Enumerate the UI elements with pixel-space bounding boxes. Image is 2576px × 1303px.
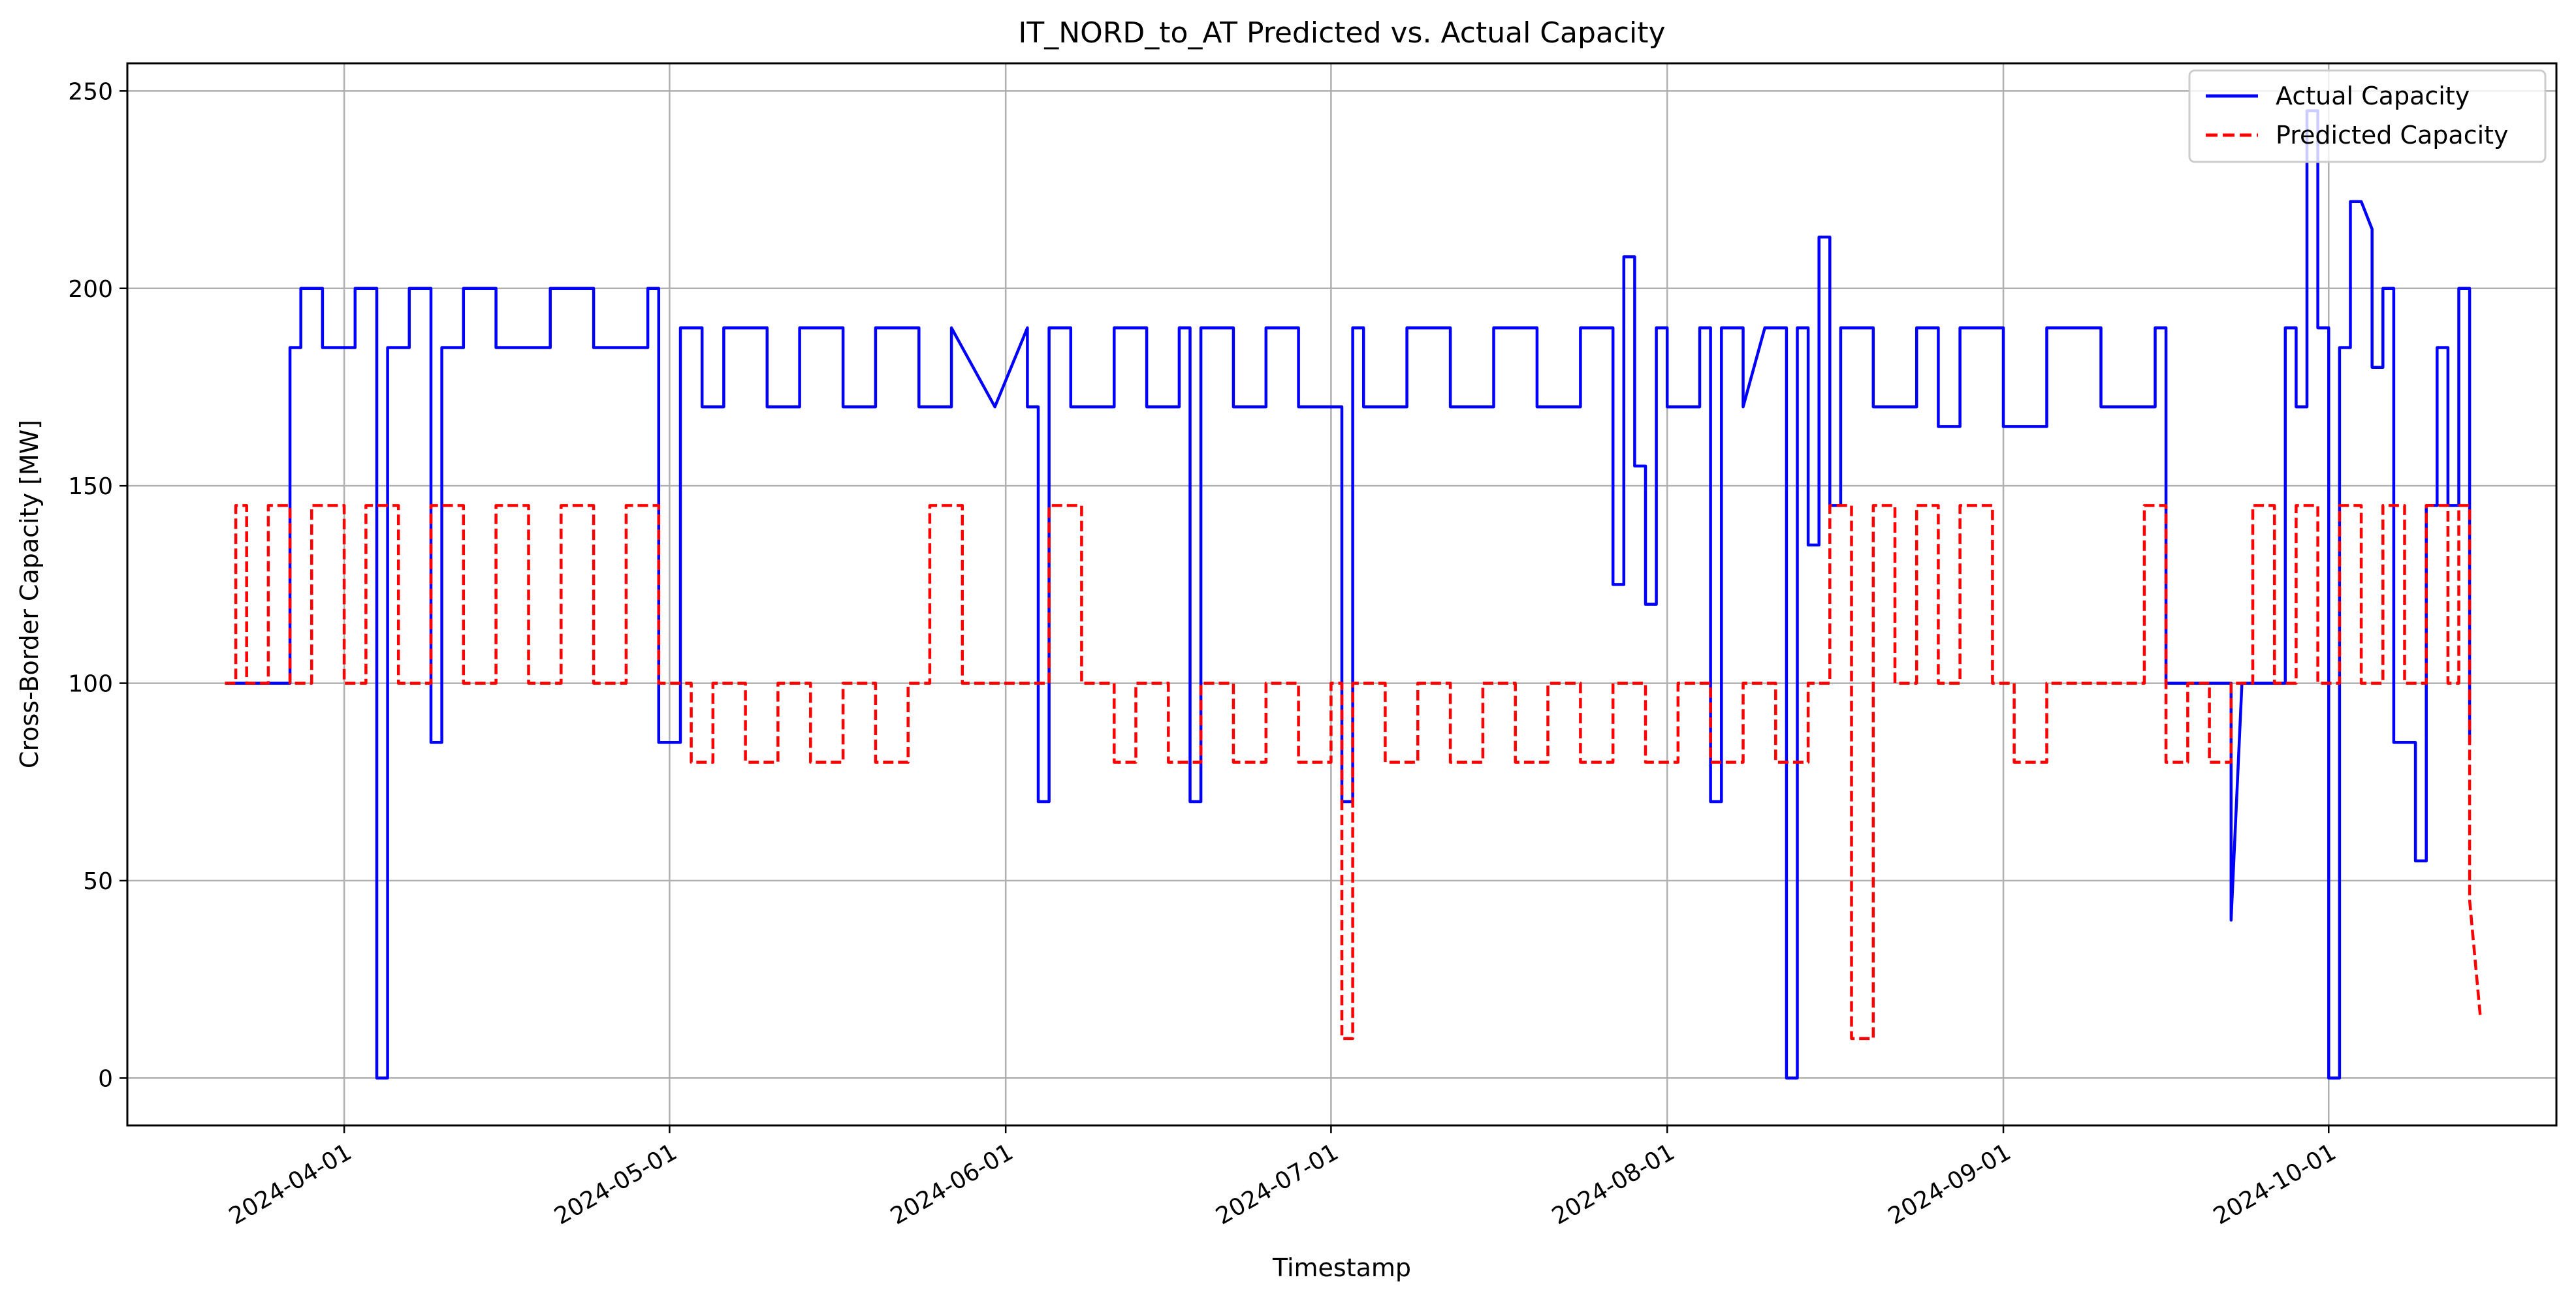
legend-label-predicted: Predicted Capacity	[2276, 121, 2509, 149]
legend-box	[2188, 69, 2547, 163]
series-line-actual-capacity	[225, 109, 2472, 1080]
y-tick-label: 0	[98, 1065, 113, 1092]
series-line-predicted-capacity	[225, 504, 2483, 1041]
legend-label-actual: Actual Capacity	[2276, 82, 2470, 110]
y-axis-label: Cross-Border Capacity [MW]	[15, 420, 44, 768]
y-tick-label: 100	[68, 671, 113, 698]
plot-frame	[126, 62, 2558, 1127]
y-axis-ticks: 0 50 100 150 200 250	[68, 78, 127, 1092]
series-layer	[225, 109, 2483, 1080]
legend: Actual Capacity Predicted Capacity	[2188, 69, 2547, 163]
y-tick-label: 200	[68, 276, 113, 303]
chart-title: IT_NORD_to_AT Predicted vs. Actual Capac…	[1018, 16, 1665, 50]
x-axis-label: Timestamp	[1272, 1253, 1411, 1282]
y-tick-label: 50	[83, 868, 113, 895]
y-tick-label: 150	[68, 473, 113, 500]
y-tick-label: 250	[68, 78, 113, 105]
